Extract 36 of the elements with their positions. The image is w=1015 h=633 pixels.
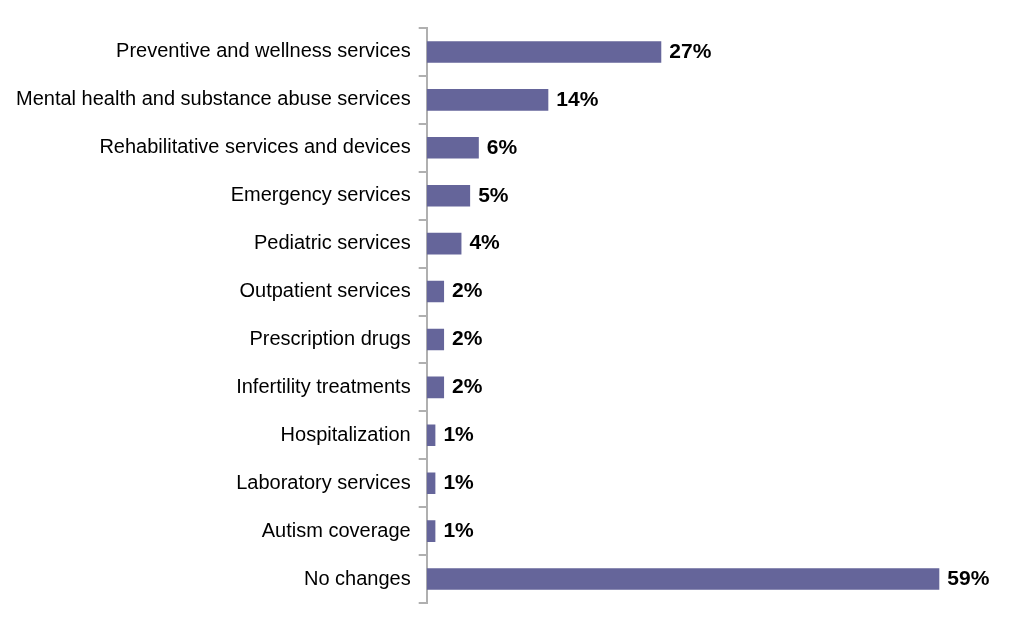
bar: [426, 232, 462, 255]
data-label: 14%: [556, 86, 599, 110]
y-tick-label: Mental health and substance abuse services: [16, 87, 411, 110]
bar: [426, 568, 940, 590]
y-tick-label: Preventive and wellness services: [116, 39, 411, 62]
y-tick-label: Prescription drugs: [249, 326, 411, 349]
y-tick-label: Hospitalization: [280, 422, 411, 445]
data-label: 2%: [452, 278, 483, 302]
y-tick-label: Laboratory services: [236, 470, 411, 493]
bar: [426, 520, 436, 542]
y-tick-label: Emergency services: [230, 183, 411, 206]
bar: [426, 376, 445, 399]
data-label: 2%: [452, 374, 483, 398]
data-label: 1%: [443, 470, 475, 494]
data-label: 1%: [443, 422, 475, 446]
y-tick-label: Outpatient services: [239, 279, 411, 302]
bar: [426, 424, 436, 447]
data-label: 59%: [947, 565, 990, 589]
data-label: 6%: [486, 134, 518, 158]
data-label: 5%: [478, 182, 509, 206]
y-tick-label: Rehabilitative services and devices: [99, 135, 411, 158]
bar: [426, 328, 445, 351]
y-tick-label: Pediatric services: [253, 231, 411, 254]
data-label: 27%: [669, 38, 712, 62]
bar: [426, 472, 436, 494]
bar: [426, 41, 662, 63]
data-label: 4%: [469, 230, 501, 254]
y-tick-label: Infertility treatments: [236, 374, 411, 397]
bar: [426, 89, 549, 111]
bar: [426, 137, 479, 159]
data-label: 1%: [443, 517, 475, 541]
y-tick-label: No changes: [303, 566, 411, 589]
bar: [426, 184, 471, 207]
bar: [426, 280, 445, 303]
data-label: 2%: [452, 326, 483, 350]
y-tick-label: Autism coverage: [261, 518, 411, 541]
